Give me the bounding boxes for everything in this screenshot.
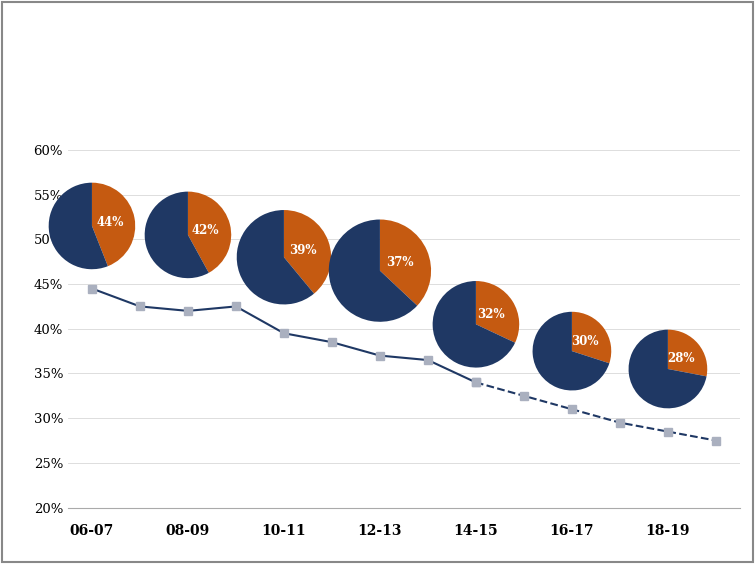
Wedge shape [284,210,331,294]
Wedge shape [668,330,707,376]
Text: 12-13: 12-13 [358,524,402,537]
Text: Provincial Operating Grant: Provincial Operating Grant [187,29,568,54]
Text: 37%: 37% [386,255,414,268]
Text: 16-17: 16-17 [550,524,594,537]
Wedge shape [629,330,707,408]
Wedge shape [532,312,609,390]
Wedge shape [380,219,431,306]
Text: 10-11: 10-11 [262,524,307,537]
Text: 14-15: 14-15 [454,524,498,537]
Text: 18-19: 18-19 [646,524,690,537]
Text: 30%: 30% [572,335,599,348]
Text: 28%: 28% [667,352,695,365]
Text: 08-09: 08-09 [166,524,210,537]
Wedge shape [145,192,209,278]
Text: 39%: 39% [289,244,316,257]
Wedge shape [92,183,135,266]
Wedge shape [476,281,519,343]
Wedge shape [572,312,612,363]
Text: 32%: 32% [477,308,505,321]
Wedge shape [188,192,231,273]
Text: 06-07: 06-07 [69,524,114,537]
Wedge shape [237,210,314,305]
Wedge shape [433,281,515,368]
Text: as a Share of Total Operating Revenue: as a Share of Total Operating Revenue [109,81,646,105]
Wedge shape [328,219,418,322]
Text: 42%: 42% [192,224,219,237]
Text: 44%: 44% [96,216,124,229]
Wedge shape [48,183,108,269]
